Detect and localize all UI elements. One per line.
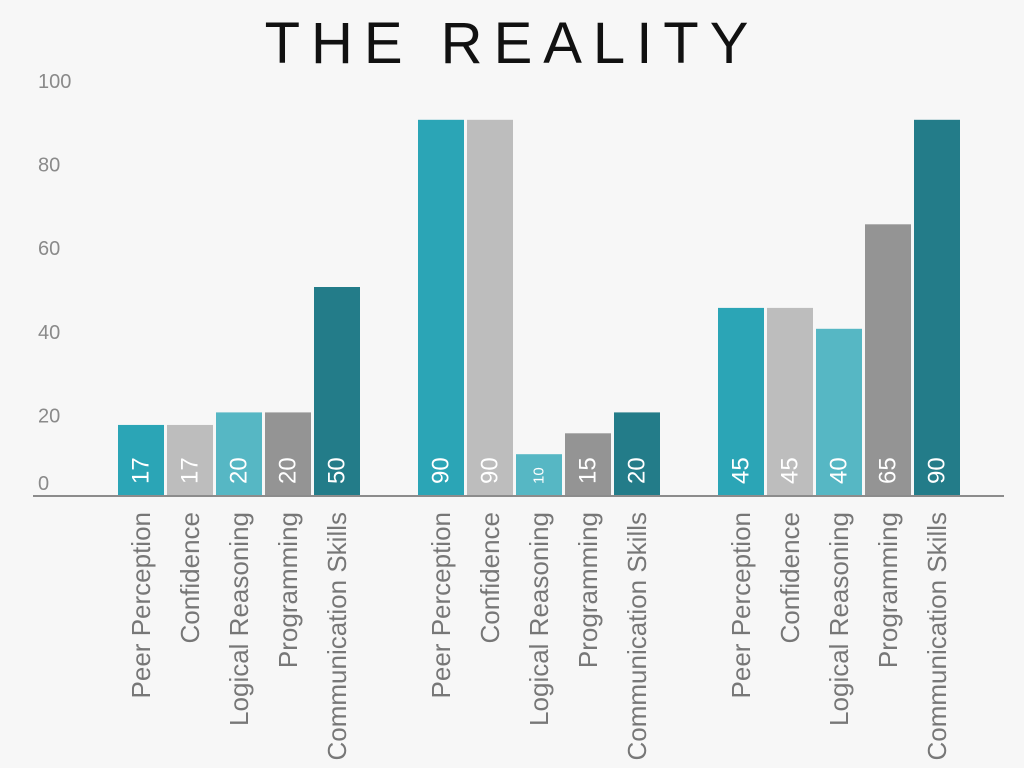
category-label: Communication Skills [922,512,952,761]
bar [865,224,911,497]
bar [167,424,213,496]
bar [467,119,513,497]
category-label: Logical Reasoning [524,512,554,726]
data-label: 65 [875,457,902,484]
bar [216,412,262,496]
category-label: Confidence [475,512,505,644]
bar [418,119,464,497]
data-label: 20 [226,457,253,484]
bar [265,412,311,496]
data-label: 90 [924,457,951,484]
category-label: Peer Perception [426,512,456,698]
bar [118,424,164,496]
y-tick-label: 80 [38,155,60,177]
category-label: Logical Reasoning [224,512,254,726]
y-tick-label: 100 [38,71,71,93]
data-label: 50 [324,457,351,484]
category-label: Communication Skills [622,512,652,761]
y-tick-label: 60 [38,238,60,260]
data-label: 17 [128,457,155,484]
category-label: Programming [273,512,303,668]
bar [718,307,764,496]
data-label: 90 [477,457,504,484]
bar [767,307,813,496]
bar [914,119,960,497]
category-label: Communication Skills [322,512,352,761]
data-label: 40 [826,457,853,484]
data-label: 90 [428,457,455,484]
bar [314,287,360,496]
y-tick-label: 20 [38,405,60,427]
category-label: Programming [873,512,903,668]
category-label: Peer Perception [726,512,756,698]
data-label: 45 [777,457,804,484]
category-label: Confidence [175,512,205,644]
data-label: 20 [624,457,651,484]
data-label: 10 [531,467,548,484]
data-label: 20 [275,457,302,484]
bar [816,328,862,496]
category-label: Logical Reasoning [824,512,854,726]
chart-title: THE REALITY [264,11,760,76]
category-label: Confidence [775,512,805,644]
bar [516,454,562,496]
data-label: 17 [177,457,204,484]
y-tick-label: 40 [38,322,60,344]
data-label: 15 [575,457,602,484]
bar [614,412,660,496]
bar [565,433,611,496]
category-label: Programming [573,512,603,668]
y-tick-label: 0 [38,473,49,495]
data-label: 45 [728,457,755,484]
category-label: Peer Perception [126,512,156,698]
